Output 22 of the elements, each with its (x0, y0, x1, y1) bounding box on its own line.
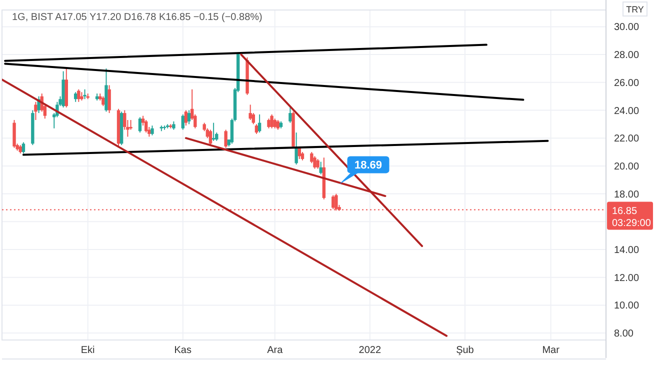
ref-line-label: 16.85 (612, 206, 638, 217)
y-tick-label: 28.00 (614, 50, 640, 62)
y-tick-label: 14.00 (614, 244, 640, 256)
y-tick-label: 30.00 (614, 22, 640, 34)
text: 03:29:00 (612, 218, 652, 229)
x-tick-label: Ara (267, 345, 284, 356)
x-tick-label: Eki (80, 345, 95, 356)
x-tick-label: Şub (456, 345, 474, 356)
x-tick-label: 2022 (358, 345, 382, 356)
y-tick-label: 10.00 (614, 300, 640, 312)
y-tick-label: 24.00 (614, 106, 640, 117)
x-tick-label: Mar (542, 345, 560, 356)
y-tick-label: 22.00 (614, 134, 640, 145)
x-tick-label: Kas (174, 345, 192, 356)
chart-title: 1G, BIST A17.05 Y17.20 D16.78 K16.85 −0.15 (−0.88%) (12, 12, 262, 23)
y-tick-label: 8.00 (614, 328, 634, 340)
y-tick-label: 12.00 (614, 272, 640, 284)
y-tick-label: 20.00 (614, 161, 640, 172)
annotation: 18.69 (354, 160, 382, 172)
y-axis-title: TRY (626, 4, 644, 14)
y-tick-label: 26.00 (614, 78, 640, 89)
y-tick-label: 18.00 (614, 189, 640, 200)
